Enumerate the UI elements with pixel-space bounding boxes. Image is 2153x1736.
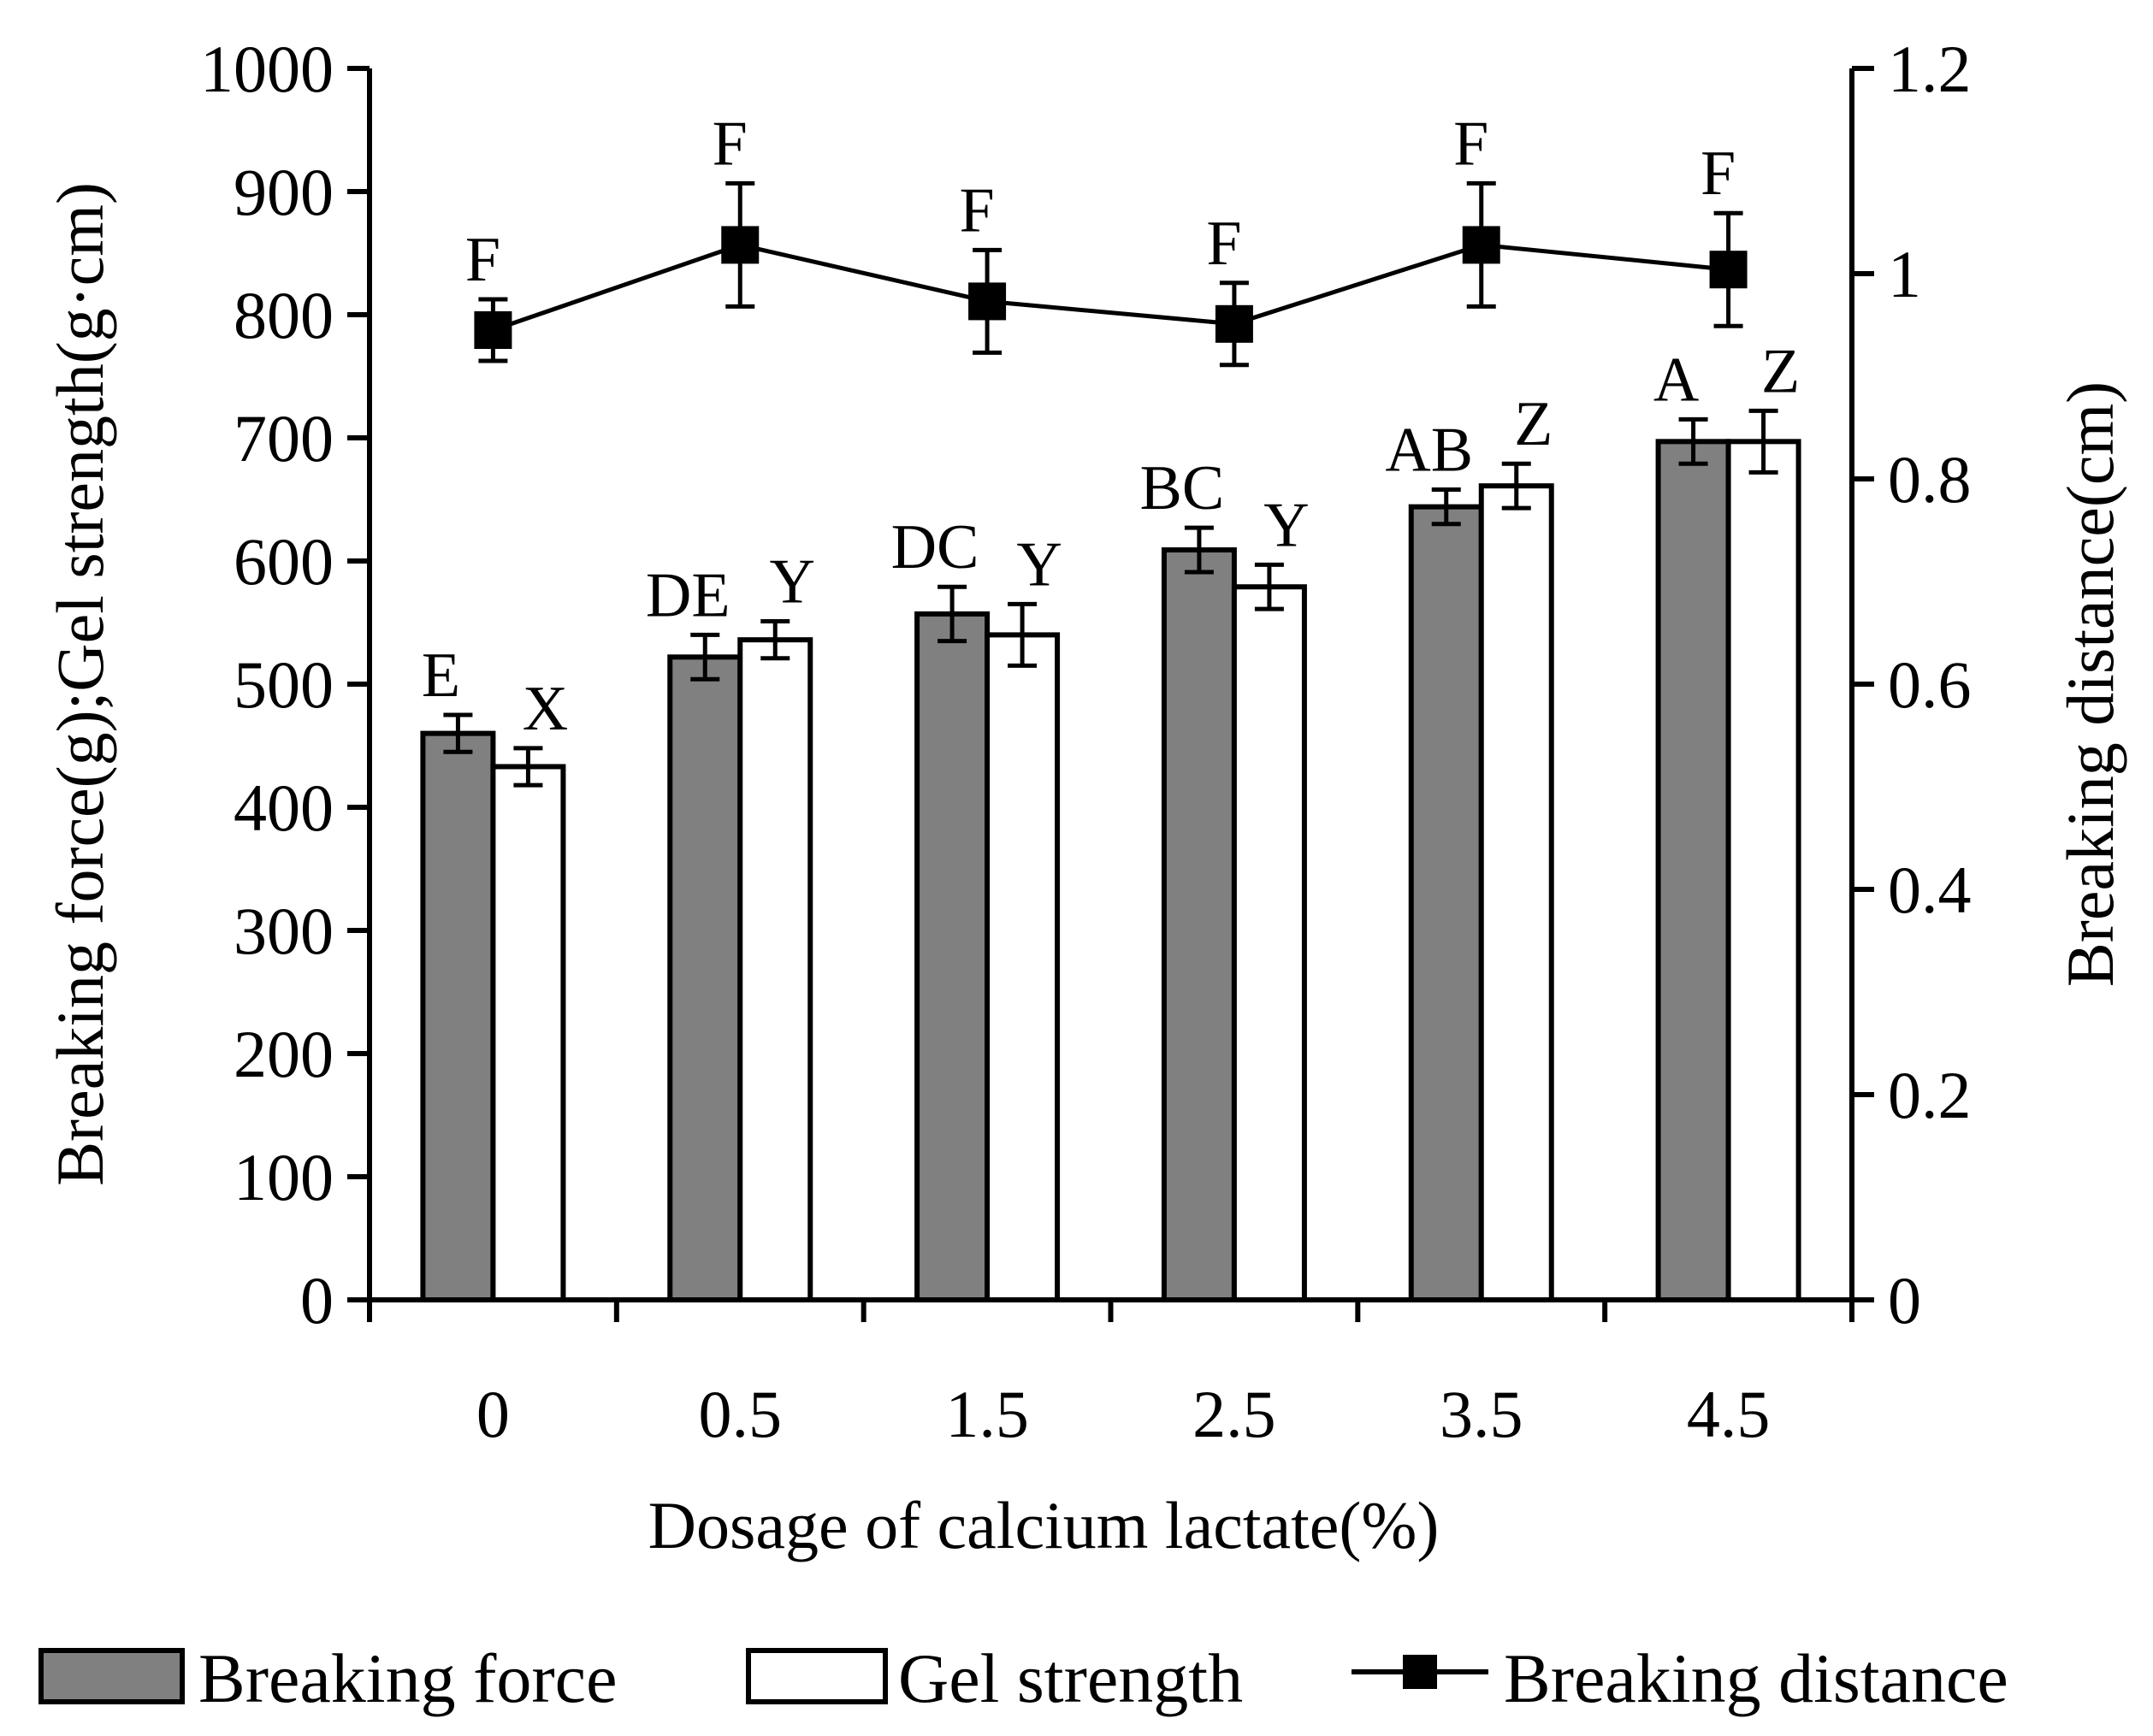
breaking-distance-point bbox=[1709, 251, 1748, 289]
breaking-force-sig-label: E bbox=[422, 641, 460, 711]
breaking-force-sig-label: DE bbox=[646, 560, 730, 630]
breaking-force-sig-label: AB bbox=[1385, 415, 1473, 485]
breaking-distance-sig-label: F bbox=[465, 225, 500, 295]
breaking-distance-line bbox=[474, 180, 1748, 368]
breaking-distance-sig-label: F bbox=[713, 109, 748, 179]
y-tick-label: 600 bbox=[234, 524, 334, 599]
legend-marker-breaking-distance bbox=[1403, 1655, 1437, 1689]
breaking-distance-sig-label: F bbox=[1206, 209, 1241, 279]
breaking-distance-sig-label: F bbox=[1701, 139, 1736, 209]
y2-tick-label: 1.2 bbox=[1888, 32, 1972, 106]
y2-tick-label: 1 bbox=[1888, 237, 1921, 311]
breaking-force-bar bbox=[1655, 439, 1731, 1302]
y-axis-title: Breaking force(g);Gel strength(g·cm) bbox=[43, 182, 117, 1186]
y-tick-label: 200 bbox=[234, 1017, 334, 1091]
y-tick-label: 800 bbox=[234, 278, 334, 352]
breaking-distance-point bbox=[721, 226, 760, 264]
gel-strength-bar bbox=[1231, 584, 1307, 1302]
gel-strength-sig-label: Z bbox=[1514, 389, 1553, 459]
x-tick-label: 3.5 bbox=[1440, 1377, 1523, 1451]
breaking-distance-point bbox=[1215, 304, 1253, 343]
y-tick-label: 500 bbox=[234, 647, 334, 722]
gel-strength-sig-label: X bbox=[523, 674, 568, 744]
x-axis-title: Dosage of calcium lactate(%) bbox=[648, 1488, 1440, 1562]
breaking-force-bar bbox=[667, 654, 743, 1302]
breaking-distance-point bbox=[474, 311, 512, 349]
breaking-force-bar bbox=[1161, 547, 1237, 1302]
legend-label-breaking-distance: Breaking distance bbox=[1504, 1639, 2008, 1717]
breaking-distance-polyline bbox=[492, 242, 1729, 333]
y2-tick-label: 0.2 bbox=[1888, 1058, 1972, 1132]
y-tick-label: 100 bbox=[234, 1140, 334, 1214]
breaking-force-bar bbox=[914, 611, 991, 1302]
gel-strength-sig-label: Y bbox=[1263, 490, 1309, 560]
y2-tick-label: 0 bbox=[1888, 1263, 1921, 1337]
y-tick-label: 400 bbox=[234, 771, 334, 845]
gel-strength-bar bbox=[1725, 439, 1801, 1302]
y2-tick-label: 0.4 bbox=[1888, 853, 1972, 927]
breaking-distance-point bbox=[1462, 226, 1500, 264]
gel-strength-bar bbox=[1478, 483, 1554, 1302]
gel-strength-bar bbox=[737, 637, 813, 1302]
gel-strength-sig-label: Y bbox=[1016, 529, 1062, 599]
legend-label-breaking-force: Breaking force bbox=[198, 1639, 617, 1717]
legend: Breaking force Gel strength Breaking dis… bbox=[38, 1639, 2008, 1717]
x-tick-label: 4.5 bbox=[1687, 1377, 1771, 1451]
y-tick-label: 300 bbox=[234, 894, 334, 968]
breaking-distance-point bbox=[968, 282, 1007, 321]
y-tick-label: 1000 bbox=[200, 32, 334, 106]
x-tick-label: 2.5 bbox=[1192, 1377, 1276, 1451]
gel-strength-sig-label: Y bbox=[770, 547, 815, 617]
x-tick-label: 0 bbox=[476, 1377, 510, 1451]
breaking-distance-sig-label: F bbox=[1453, 109, 1488, 179]
y-tick-label: 900 bbox=[234, 155, 334, 229]
bars bbox=[420, 408, 1801, 1302]
x-tick-label: 1.5 bbox=[945, 1377, 1029, 1451]
y-tick-label: 700 bbox=[234, 401, 334, 475]
gel-strength-sig-label: Z bbox=[1761, 336, 1800, 406]
legend-swatch-gel-strength bbox=[746, 1648, 888, 1704]
gel-strength-bar bbox=[490, 764, 566, 1302]
y2-tick-label: 0.6 bbox=[1888, 647, 1972, 722]
breaking-distance-sig-label: F bbox=[960, 175, 995, 245]
axes: 0 100 200 300 400 500 600 700 800 900 1000 0 0.2 0.4 0… bbox=[200, 32, 1972, 1451]
x-tick-label: 0.5 bbox=[699, 1377, 783, 1451]
significance-labels: E DE DC BC AB A X Y Y Y Z Z F F F F F F bbox=[422, 109, 1800, 743]
y-tick-label: 0 bbox=[300, 1263, 334, 1337]
y2-tick-label: 0.8 bbox=[1888, 442, 1972, 517]
breaking-force-bar bbox=[420, 730, 496, 1302]
breaking-force-bar bbox=[1408, 504, 1484, 1302]
legend-label-gel-strength: Gel strength bbox=[898, 1639, 1243, 1717]
legend-swatch-breaking-force bbox=[38, 1648, 185, 1704]
breaking-force-sig-label: BC bbox=[1140, 453, 1225, 523]
breaking-force-sig-label: DC bbox=[891, 512, 979, 582]
y2-axis-title: Breaking distance(cm) bbox=[2053, 381, 2127, 987]
gel-strength-bar bbox=[985, 632, 1061, 1302]
breaking-force-sig-label: A bbox=[1653, 345, 1699, 415]
